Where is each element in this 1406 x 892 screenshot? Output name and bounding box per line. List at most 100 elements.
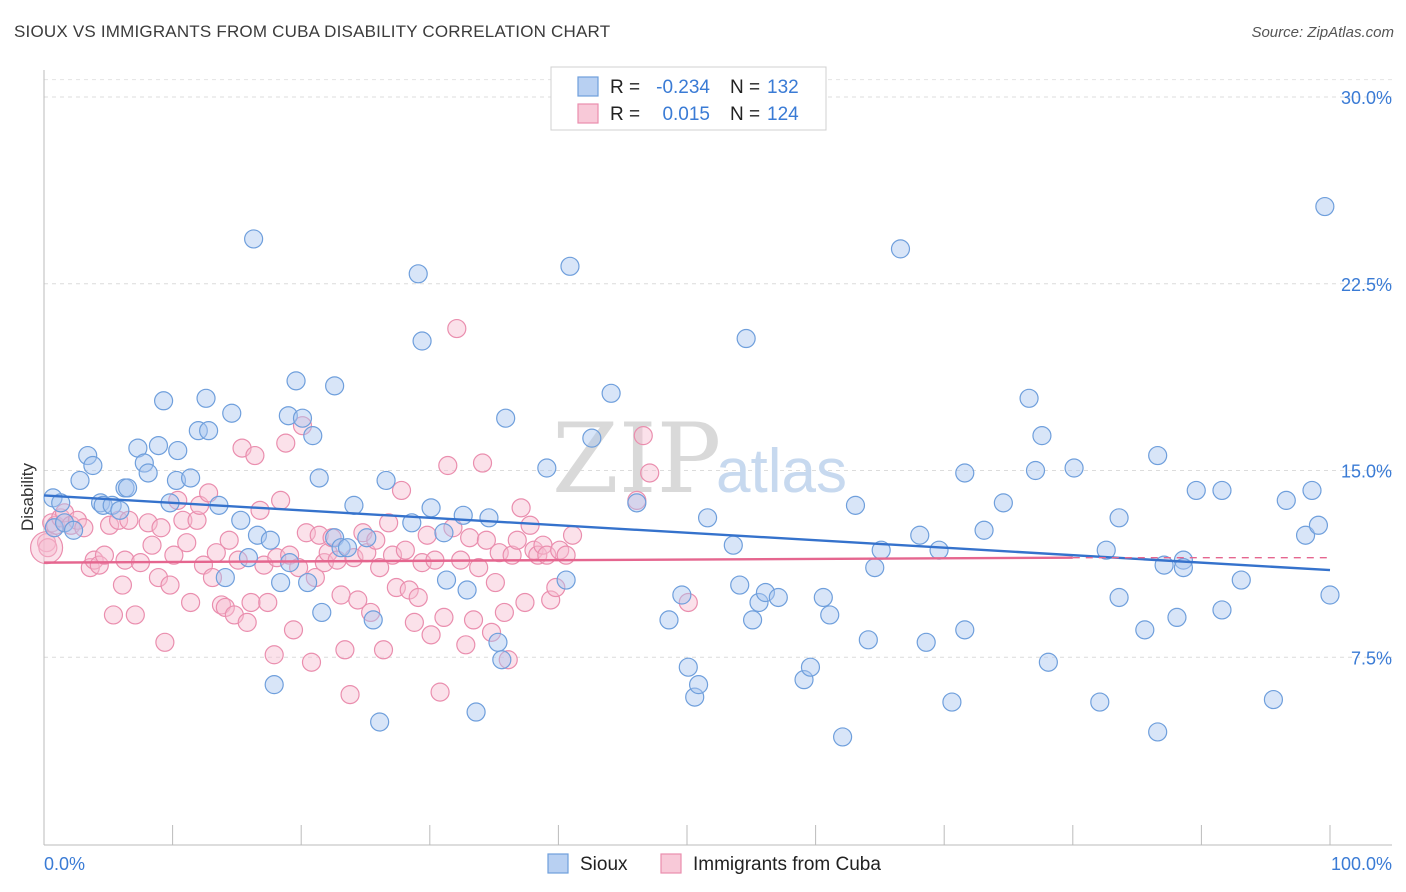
sioux-point-119 <box>1212 600 1232 620</box>
cuba-point-87 <box>421 625 441 645</box>
cuba-point-75 <box>370 558 390 578</box>
sioux-point-45 <box>325 376 345 396</box>
sioux-point-41 <box>303 426 323 446</box>
sioux-point-54 <box>408 264 428 284</box>
cuba-point-57 <box>292 416 313 436</box>
cuba-point-46 <box>245 445 265 466</box>
cuba-point-53 <box>276 433 296 453</box>
sioux-point-23 <box>188 421 208 441</box>
sioux-point-31 <box>244 229 264 249</box>
sioux-point-117 <box>1173 558 1193 578</box>
legend-r-label-1: R = <box>610 77 640 98</box>
sioux-point-113 <box>1148 445 1168 466</box>
sioux-point-43 <box>312 602 332 623</box>
cuba-point-13 <box>99 515 120 535</box>
cuba-point-121 <box>640 463 660 483</box>
sioux-point-51 <box>370 712 390 732</box>
sioux-point-77 <box>697 508 718 528</box>
cuba-point-86 <box>417 525 437 545</box>
sioux-point-105 <box>1038 652 1058 672</box>
sioux-point-39 <box>292 408 313 428</box>
cuba-point-105 <box>498 650 518 670</box>
sioux-point-56 <box>421 498 441 518</box>
sioux-point-42 <box>309 468 329 488</box>
y-axis-label: Disability <box>18 462 37 531</box>
cuba-point-1 <box>38 538 58 558</box>
watermark: ZIP atlas <box>552 403 847 515</box>
sioux-point-61 <box>466 702 486 722</box>
cuba-point-55 <box>283 620 304 640</box>
x-tick-label-1: 100.0% <box>1331 854 1392 874</box>
sioux-point-59 <box>453 505 473 525</box>
cuba-point-104 <box>494 602 514 623</box>
cuba-point-89 <box>430 682 450 702</box>
sioux-point-68 <box>560 256 580 276</box>
sioux-point-72 <box>659 610 679 630</box>
cuba-point-26 <box>160 575 180 595</box>
points-cuba <box>29 318 698 705</box>
cuba-point-98 <box>469 558 489 578</box>
cuba-point-25 <box>155 632 175 652</box>
sioux-point-58 <box>436 570 457 590</box>
cuba-point-101 <box>481 622 502 642</box>
bottom-legend-swatch-sioux <box>547 853 569 874</box>
cuba-point-110 <box>520 515 540 535</box>
cuba-point-83 <box>404 612 424 632</box>
sioux-point-98 <box>955 620 975 640</box>
sioux-point-99 <box>955 463 975 483</box>
sioux-point-95 <box>916 632 936 652</box>
cuba-point-40 <box>219 530 239 550</box>
sioux-point-121 <box>1231 570 1251 590</box>
cuba-point-123 <box>678 592 698 613</box>
legend-swatch-cuba <box>577 103 599 124</box>
cuba-point-93 <box>447 318 467 339</box>
sioux-point-103 <box>1025 460 1046 481</box>
cuba-point-11 <box>89 555 109 575</box>
legend-swatch-sioux <box>577 76 599 97</box>
cuba-point-90 <box>434 607 454 628</box>
sioux-point-120 <box>1212 480 1232 501</box>
legend-r-value-1: -0.234 <box>656 77 710 98</box>
sioux-point-22 <box>181 468 201 488</box>
cuba-point-77 <box>379 513 399 533</box>
sioux-point-106 <box>1064 458 1084 478</box>
sioux-point-107 <box>1090 692 1110 712</box>
sioux-point-73 <box>672 585 692 605</box>
legend-box: R = -0.234 N = 132 R = 0.015 N = 124 <box>550 66 827 131</box>
cuba-point-32 <box>187 510 207 530</box>
sioux-point-87 <box>813 587 833 608</box>
sioux-point-75 <box>685 687 705 707</box>
cuba-point-73 <box>361 602 381 623</box>
sioux-point-108 <box>1096 540 1116 560</box>
legend-n-value-2: 124 <box>767 104 799 125</box>
cuba-point-30 <box>177 533 197 553</box>
cuba-point-16 <box>112 575 133 595</box>
sioux-point-69 <box>582 428 602 448</box>
sioux-point-60 <box>457 580 477 600</box>
sioux-point-33 <box>260 530 280 550</box>
sioux-point-65 <box>496 408 516 428</box>
axes <box>43 70 1392 846</box>
cuba-point-14 <box>103 605 124 625</box>
legend-r-value-2: 0.015 <box>662 104 710 125</box>
sioux-point-57 <box>434 523 454 543</box>
sioux-point-126 <box>1308 515 1329 535</box>
legend-n-label-1: N = <box>730 77 760 98</box>
cuba-point-28 <box>168 490 188 510</box>
y-tick-label-3: 30.0% <box>1341 88 1392 108</box>
cuba-point-68 <box>340 684 360 705</box>
cuba-point-95 <box>456 635 476 655</box>
sioux-point-7 <box>83 455 103 476</box>
watermark-zip: ZIP <box>552 403 721 515</box>
cuba-point-78 <box>382 545 403 565</box>
sioux-point-81 <box>742 610 763 630</box>
cuba-point-35 <box>199 483 219 503</box>
cuba-point-118 <box>556 545 576 565</box>
sioux-point-47 <box>337 538 358 558</box>
sioux-point-27 <box>215 567 235 588</box>
sioux-point-83 <box>755 582 776 603</box>
cuba-point-119 <box>562 525 583 545</box>
sioux-point-114 <box>1154 555 1174 575</box>
cuba-point-44 <box>237 612 257 632</box>
sioux-point-50 <box>363 610 383 630</box>
